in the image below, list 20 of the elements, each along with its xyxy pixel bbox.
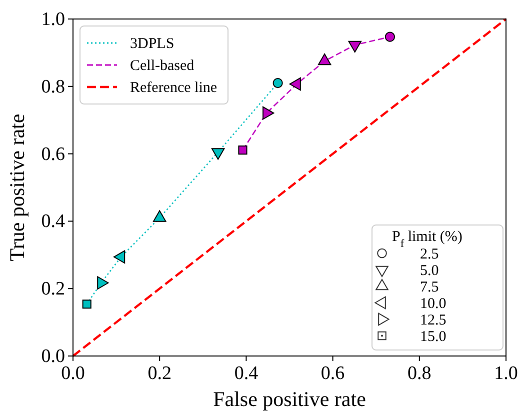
y-tick-label: 0.6 [41, 144, 65, 165]
y-tick-label: 0.8 [41, 76, 65, 98]
x-tick-label: 0.2 [148, 363, 172, 384]
x-tick-label: 0.6 [320, 363, 345, 384]
annotation: 5.0 [420, 262, 439, 279]
legend-label: 3DPLS [130, 36, 174, 52]
y-tick-label: 0.2 [41, 278, 65, 300]
x-tick-label: 0.8 [408, 363, 432, 384]
annotation: 15.0 [420, 328, 446, 345]
y-tick-label: 1.0 [41, 9, 65, 30]
x-axis-title: False positive rate [213, 387, 366, 411]
annotation: 7.5 [420, 279, 439, 296]
annotation: 10.0 [420, 296, 446, 312]
annotation: 12.5 [420, 312, 446, 328]
y-tick-label: 0.4 [41, 211, 66, 232]
y-axis-title: True positive rate [5, 114, 29, 262]
legend-label: Cell-based [130, 58, 195, 74]
legend-label: Reference line [130, 80, 218, 96]
x-tick-label: 1.0 [494, 363, 518, 384]
x-tick-label: 0.4 [234, 363, 259, 384]
